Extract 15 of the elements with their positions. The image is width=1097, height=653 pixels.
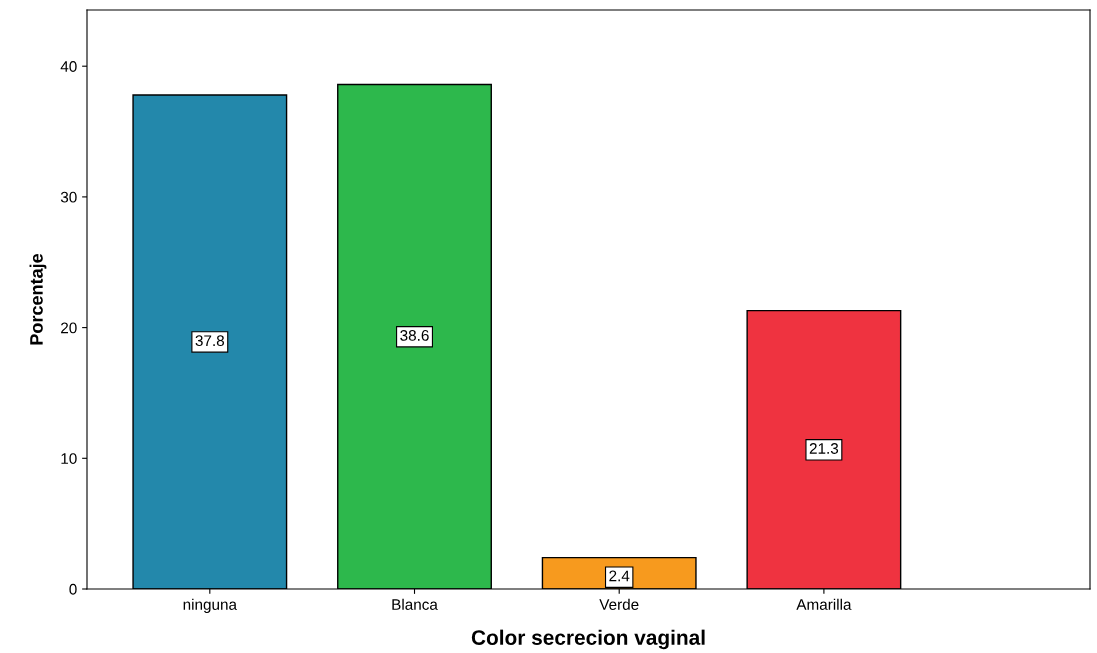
- x-tick-label: ninguna: [183, 598, 238, 613]
- data-label: 2.4: [609, 570, 630, 582]
- y-tick-label: 20: [61, 322, 77, 334]
- y-axis-title: Porcentaje: [29, 253, 47, 345]
- x-tick-label: Verde: [599, 598, 639, 610]
- x-tick-label: Blanca: [392, 598, 438, 610]
- y-tick-label: 30: [60, 191, 77, 203]
- x-axis-title: Color secrecion vaginal: [471, 629, 705, 650]
- data-label: 38.6: [400, 330, 429, 341]
- y-tick-label: 10: [61, 453, 77, 464]
- y-tick-label: 40: [60, 61, 77, 72]
- y-tick-label: 0: [69, 583, 77, 595]
- data-label: 37.8: [195, 335, 225, 347]
- data-label: 21.3: [809, 443, 839, 454]
- x-tick-label: Amarilla: [796, 598, 852, 610]
